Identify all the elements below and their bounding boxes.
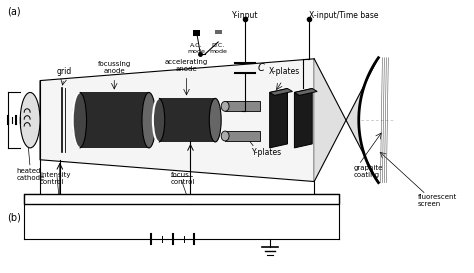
Ellipse shape — [221, 131, 229, 141]
Ellipse shape — [73, 93, 87, 148]
Bar — [24, 194, 339, 204]
Bar — [215, 30, 222, 34]
Polygon shape — [80, 93, 149, 148]
Polygon shape — [159, 98, 215, 142]
Text: fluorescent
screen: fluorescent screen — [418, 194, 457, 207]
Text: C: C — [258, 63, 264, 73]
Ellipse shape — [153, 98, 165, 142]
Text: Y-input: Y-input — [232, 11, 258, 20]
Bar — [225, 131, 260, 141]
Polygon shape — [270, 88, 288, 148]
Polygon shape — [294, 88, 317, 96]
Text: D.C.
mode: D.C. mode — [209, 43, 227, 54]
Text: grid: grid — [56, 67, 72, 76]
Polygon shape — [270, 88, 292, 96]
Polygon shape — [40, 59, 314, 182]
Text: intensity
control: intensity control — [40, 172, 71, 185]
Text: (b): (b) — [8, 212, 21, 222]
Text: graphite
coating: graphite coating — [354, 165, 383, 178]
Text: heated
cathode: heated cathode — [16, 168, 45, 181]
Text: X-input/Time base: X-input/Time base — [309, 11, 379, 20]
Text: Y-plates: Y-plates — [252, 148, 282, 157]
Text: A.C.
mode: A.C. mode — [188, 43, 205, 54]
Text: focussing
anode: focussing anode — [98, 61, 131, 74]
Text: focus
control: focus control — [171, 172, 195, 185]
Ellipse shape — [20, 93, 40, 148]
Polygon shape — [314, 58, 378, 183]
Ellipse shape — [210, 98, 221, 142]
Text: X-plates: X-plates — [269, 67, 300, 76]
Polygon shape — [294, 88, 312, 148]
Ellipse shape — [221, 101, 229, 111]
Ellipse shape — [142, 93, 156, 148]
Text: (a): (a) — [8, 6, 21, 16]
Bar — [193, 30, 201, 36]
Text: accelerating
anode: accelerating anode — [165, 59, 208, 72]
Bar — [225, 101, 260, 111]
